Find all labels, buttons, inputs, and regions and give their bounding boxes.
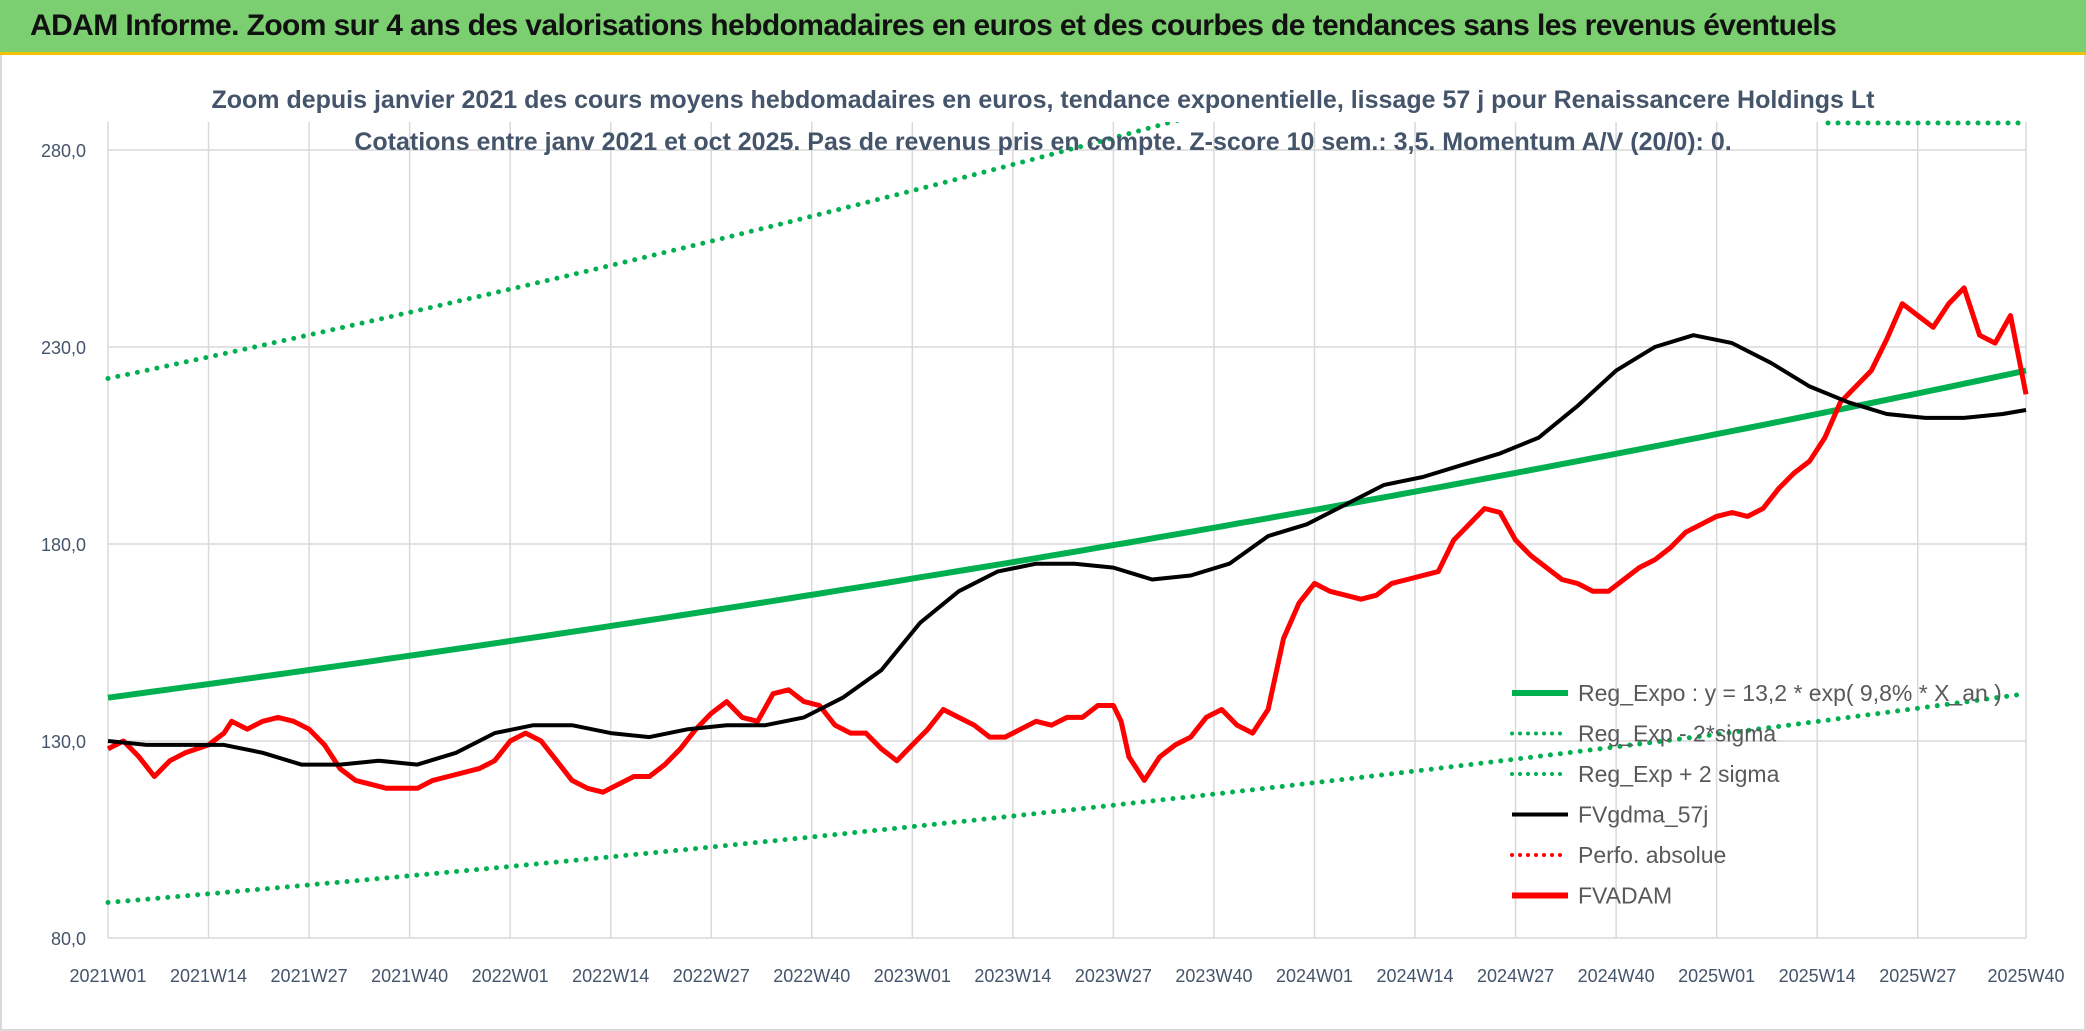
x-axis: 2021W01 2021W14 2021W27 2021W40 2022W01 2022W… [69, 966, 2064, 986]
x-tick-label: 2023W01 [874, 966, 951, 986]
y-tick-label: 180,0 [41, 535, 86, 555]
legend-label-perf: Perfo. absolue [1578, 842, 1726, 868]
moving-average-line [107, 333, 2027, 767]
y-tick-label: 280,0 [41, 141, 86, 161]
x-tick-label: 2022W27 [673, 966, 750, 986]
x-tick-label: 2024W14 [1376, 966, 1453, 986]
x-tick-label: 2021W27 [271, 966, 348, 986]
x-tick-label: 2021W14 [170, 966, 247, 986]
lower-band-line [105, 691, 2029, 905]
regression-line [107, 367, 2027, 701]
x-tick-label: 2025W40 [1987, 966, 2064, 986]
legend-label-ma: FVgdma_57j [1578, 802, 1708, 828]
legend-label-reg: Reg_Expo : y = 13,2 * exp( 9,8% * X_an ) [1578, 680, 2002, 706]
chart-legend: Reg_Expo : y = 13,2 * exp( 9,8% * X_an )… [1510, 680, 2002, 909]
x-tick-label: 2024W27 [1477, 966, 1554, 986]
x-tick-label: 2024W40 [1578, 966, 1655, 986]
x-tick-label: 2022W40 [773, 966, 850, 986]
x-tick-label: 2022W14 [572, 966, 649, 986]
x-tick-label: 2022W01 [472, 966, 549, 986]
x-tick-label: 2024W01 [1276, 966, 1353, 986]
report-title: ADAM Informe. Zoom sur 4 ans des valoris… [30, 9, 1837, 42]
price-line [106, 285, 2029, 795]
x-tick-label: 2025W27 [1879, 966, 1956, 986]
legend-label-price: FVADAM [1578, 883, 1672, 909]
x-tick-label: 2023W27 [1075, 966, 1152, 986]
legend-label-lower: Reg_Exp - 2*sigma [1578, 721, 1776, 747]
chart-title: Zoom depuis janvier 2021 des cours moyen… [211, 86, 1875, 114]
y-tick-label: 80,0 [51, 929, 86, 949]
x-tick-label: 2023W40 [1175, 966, 1252, 986]
legend-label-upper: Reg_Exp + 2 sigma [1578, 761, 1780, 787]
x-tick-label: 2025W01 [1678, 966, 1755, 986]
header-banner: ADAM Informe. Zoom sur 4 ans des valoris… [0, 0, 2086, 55]
x-tick-label: 2021W01 [69, 966, 146, 986]
y-axis: 80,0 130,0 180,0 230,0 280,0 [41, 141, 86, 949]
chart-subtitle: Cotations entre janv 2021 et oct 2025. P… [354, 128, 1731, 156]
gridlines [107, 122, 2027, 939]
x-tick-label: 2021W40 [371, 966, 448, 986]
upper-band-line [105, 122, 1182, 381]
series-group [105, 122, 2029, 905]
x-tick-label: 2023W14 [974, 966, 1051, 986]
y-tick-label: 230,0 [41, 338, 86, 358]
x-tick-label: 2025W14 [1779, 966, 1856, 986]
y-tick-label: 130,0 [41, 732, 86, 752]
chart-frame [0, 55, 2086, 1031]
